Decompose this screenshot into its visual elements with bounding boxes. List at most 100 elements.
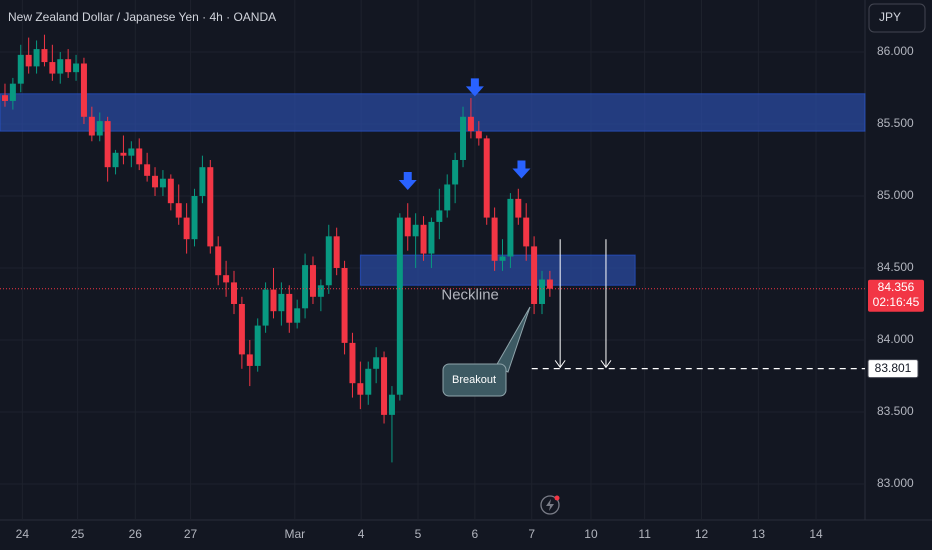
target-arrow-head	[554, 360, 566, 369]
zone	[359, 254, 636, 286]
currency-button[interactable]	[868, 3, 926, 33]
x-tick-label: Mar	[284, 527, 305, 541]
candle-body	[73, 63, 80, 73]
y-tick-label: 84.500	[877, 260, 914, 274]
candle-body	[144, 164, 151, 176]
candle-body	[420, 224, 427, 254]
candle-body	[523, 217, 530, 247]
zone	[0, 93, 866, 132]
candle-body	[207, 167, 214, 247]
candle-body	[357, 383, 364, 395]
candle-body	[9, 83, 16, 101]
candle-body	[246, 354, 253, 366]
candle-body	[507, 198, 514, 257]
candle-body	[88, 116, 95, 136]
candle-body	[538, 279, 545, 304]
candle-body	[546, 279, 553, 289]
candle-body	[381, 357, 388, 415]
candle-body	[460, 116, 467, 160]
x-tick-label: 25	[71, 527, 85, 541]
x-tick-label: 26	[129, 527, 143, 541]
candle-body	[183, 217, 190, 240]
candle-body	[452, 159, 459, 185]
target-box	[867, 359, 919, 379]
last-price-label: 84.356	[878, 280, 915, 294]
x-tick-label: 6	[472, 527, 479, 541]
candle-body	[499, 256, 506, 261]
y-tick-label: 83.000	[877, 476, 914, 490]
candle-body	[294, 308, 301, 323]
candle-body	[254, 325, 261, 366]
candle-body	[349, 342, 356, 384]
candle-body	[33, 49, 40, 67]
candle-body	[388, 394, 395, 415]
breakout-label: Breakout	[452, 374, 496, 386]
last-price-box	[868, 279, 924, 312]
currency-button-label[interactable]: JPY	[879, 10, 901, 24]
candle-body	[41, 49, 48, 63]
flash-bolt[interactable]	[546, 499, 554, 511]
candle-body	[325, 236, 332, 286]
y-tick-label: 86.000	[877, 44, 914, 58]
candle-body	[483, 138, 490, 218]
y-tick-label: 83.500	[877, 404, 914, 418]
candle-body	[515, 198, 522, 218]
candle-body	[491, 217, 498, 261]
candle-body	[65, 59, 72, 73]
x-tick-label: 24	[16, 527, 30, 541]
candle-body	[286, 293, 293, 323]
candle-body	[309, 265, 316, 297]
target-arrow-head	[600, 360, 612, 369]
candle-body	[467, 116, 474, 132]
candle-body	[412, 224, 419, 237]
candle-body	[136, 148, 143, 165]
peak-arrow	[465, 78, 484, 97]
x-tick-label: 14	[809, 527, 823, 541]
x-tick-label: 11	[638, 527, 651, 541]
candle-body	[96, 121, 103, 136]
countdown-label: 02:16:45	[873, 295, 920, 309]
candle-body	[404, 217, 411, 237]
candle-body	[341, 267, 348, 343]
candle-body	[475, 131, 482, 139]
candle-body	[373, 357, 380, 369]
candle-body	[302, 265, 309, 309]
x-tick-label: 10	[584, 527, 598, 541]
flash-circle[interactable]	[540, 495, 560, 515]
y-tick-label: 85.500	[877, 116, 914, 130]
y-tick-label: 84.000	[877, 332, 914, 346]
x-tick-label: 12	[695, 527, 709, 541]
target-label: 83.801	[875, 361, 912, 375]
candle-body	[365, 368, 372, 395]
peak-arrow	[512, 160, 531, 179]
breakout-box	[442, 363, 507, 397]
candle-body	[120, 152, 127, 156]
candle-body	[238, 303, 245, 355]
candle-body	[25, 54, 32, 67]
x-tick-label: 4	[358, 527, 365, 541]
candle-body	[215, 246, 222, 276]
chart-title: New Zealand Dollar / Japanese Yen · 4h ·…	[8, 10, 276, 24]
x-tick-label: 13	[752, 527, 766, 541]
candle-body	[531, 246, 538, 304]
candle-body	[444, 184, 451, 211]
candle-body	[270, 289, 277, 312]
candle-body	[1, 95, 8, 101]
y-tick-label: 85.000	[877, 188, 914, 202]
candle-body	[317, 285, 324, 297]
peak-arrow	[398, 172, 417, 191]
candle-body	[436, 210, 443, 222]
candle-body	[128, 148, 135, 156]
candle-body	[159, 178, 166, 188]
plot	[0, 34, 866, 463]
candle-body	[262, 289, 269, 326]
flash-dot[interactable]	[554, 495, 560, 501]
candle-body	[199, 167, 206, 196]
flash-icon[interactable]	[540, 495, 560, 515]
candle-body	[428, 221, 435, 254]
candle-body	[223, 275, 230, 283]
candle-body	[167, 178, 174, 204]
neckline-label: Neckline	[441, 286, 499, 303]
overlay: 86.000 85.500 85.000 84.500 84.000 83.500 83.0…	[0, 44, 924, 541]
